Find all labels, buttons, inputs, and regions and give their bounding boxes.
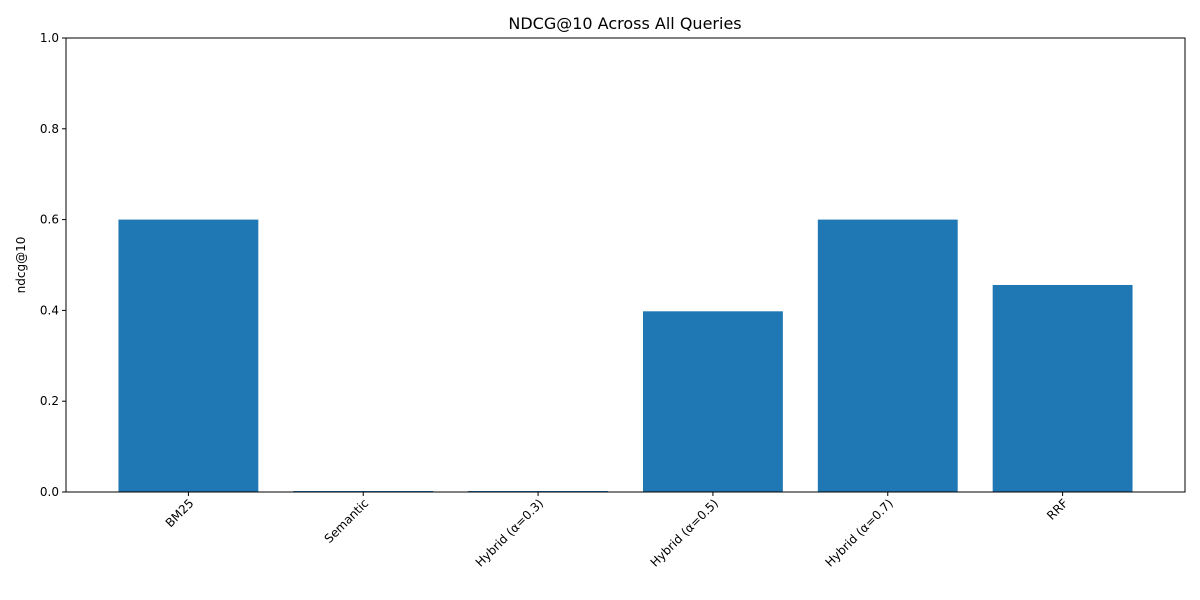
y-axis: 0.0 0.2 0.4 0.6 0.8 1.0 [40,31,66,499]
y-tick-label-1: 0.2 [40,394,59,408]
y-tick-label-4: 0.8 [40,122,59,136]
bar-3 [642,311,783,492]
y-tick-label-5: 1.0 [40,31,59,45]
x-axis: BM25 Semantic Hybrid (α=0.3) Hybrid (α=0.5)… [163,492,1071,570]
x-tick-label-2: Hybrid (α=0.3) [473,496,546,569]
y-tick-label-2: 0.4 [40,303,59,317]
bar-4 [817,219,958,492]
x-tick-label-5: RRF [1044,496,1071,523]
plot-frame [65,37,1186,493]
y-tick-label-3: 0.6 [40,213,59,227]
bars-group [118,219,1133,492]
chart-title: NDCG@10 Across All Queries [508,14,741,33]
x-tick-label-0: BM25 [163,496,197,530]
x-tick-label-4: Hybrid (α=0.7) [822,496,895,569]
y-axis-title: ndcg@10 [14,237,28,294]
x-tick-label-3: Hybrid (α=0.5) [648,496,721,569]
bar-5 [992,284,1133,492]
bar-0 [118,219,259,492]
y-tick-label-0: 0.0 [40,485,59,499]
x-tick-label-1: Semantic [322,496,372,546]
